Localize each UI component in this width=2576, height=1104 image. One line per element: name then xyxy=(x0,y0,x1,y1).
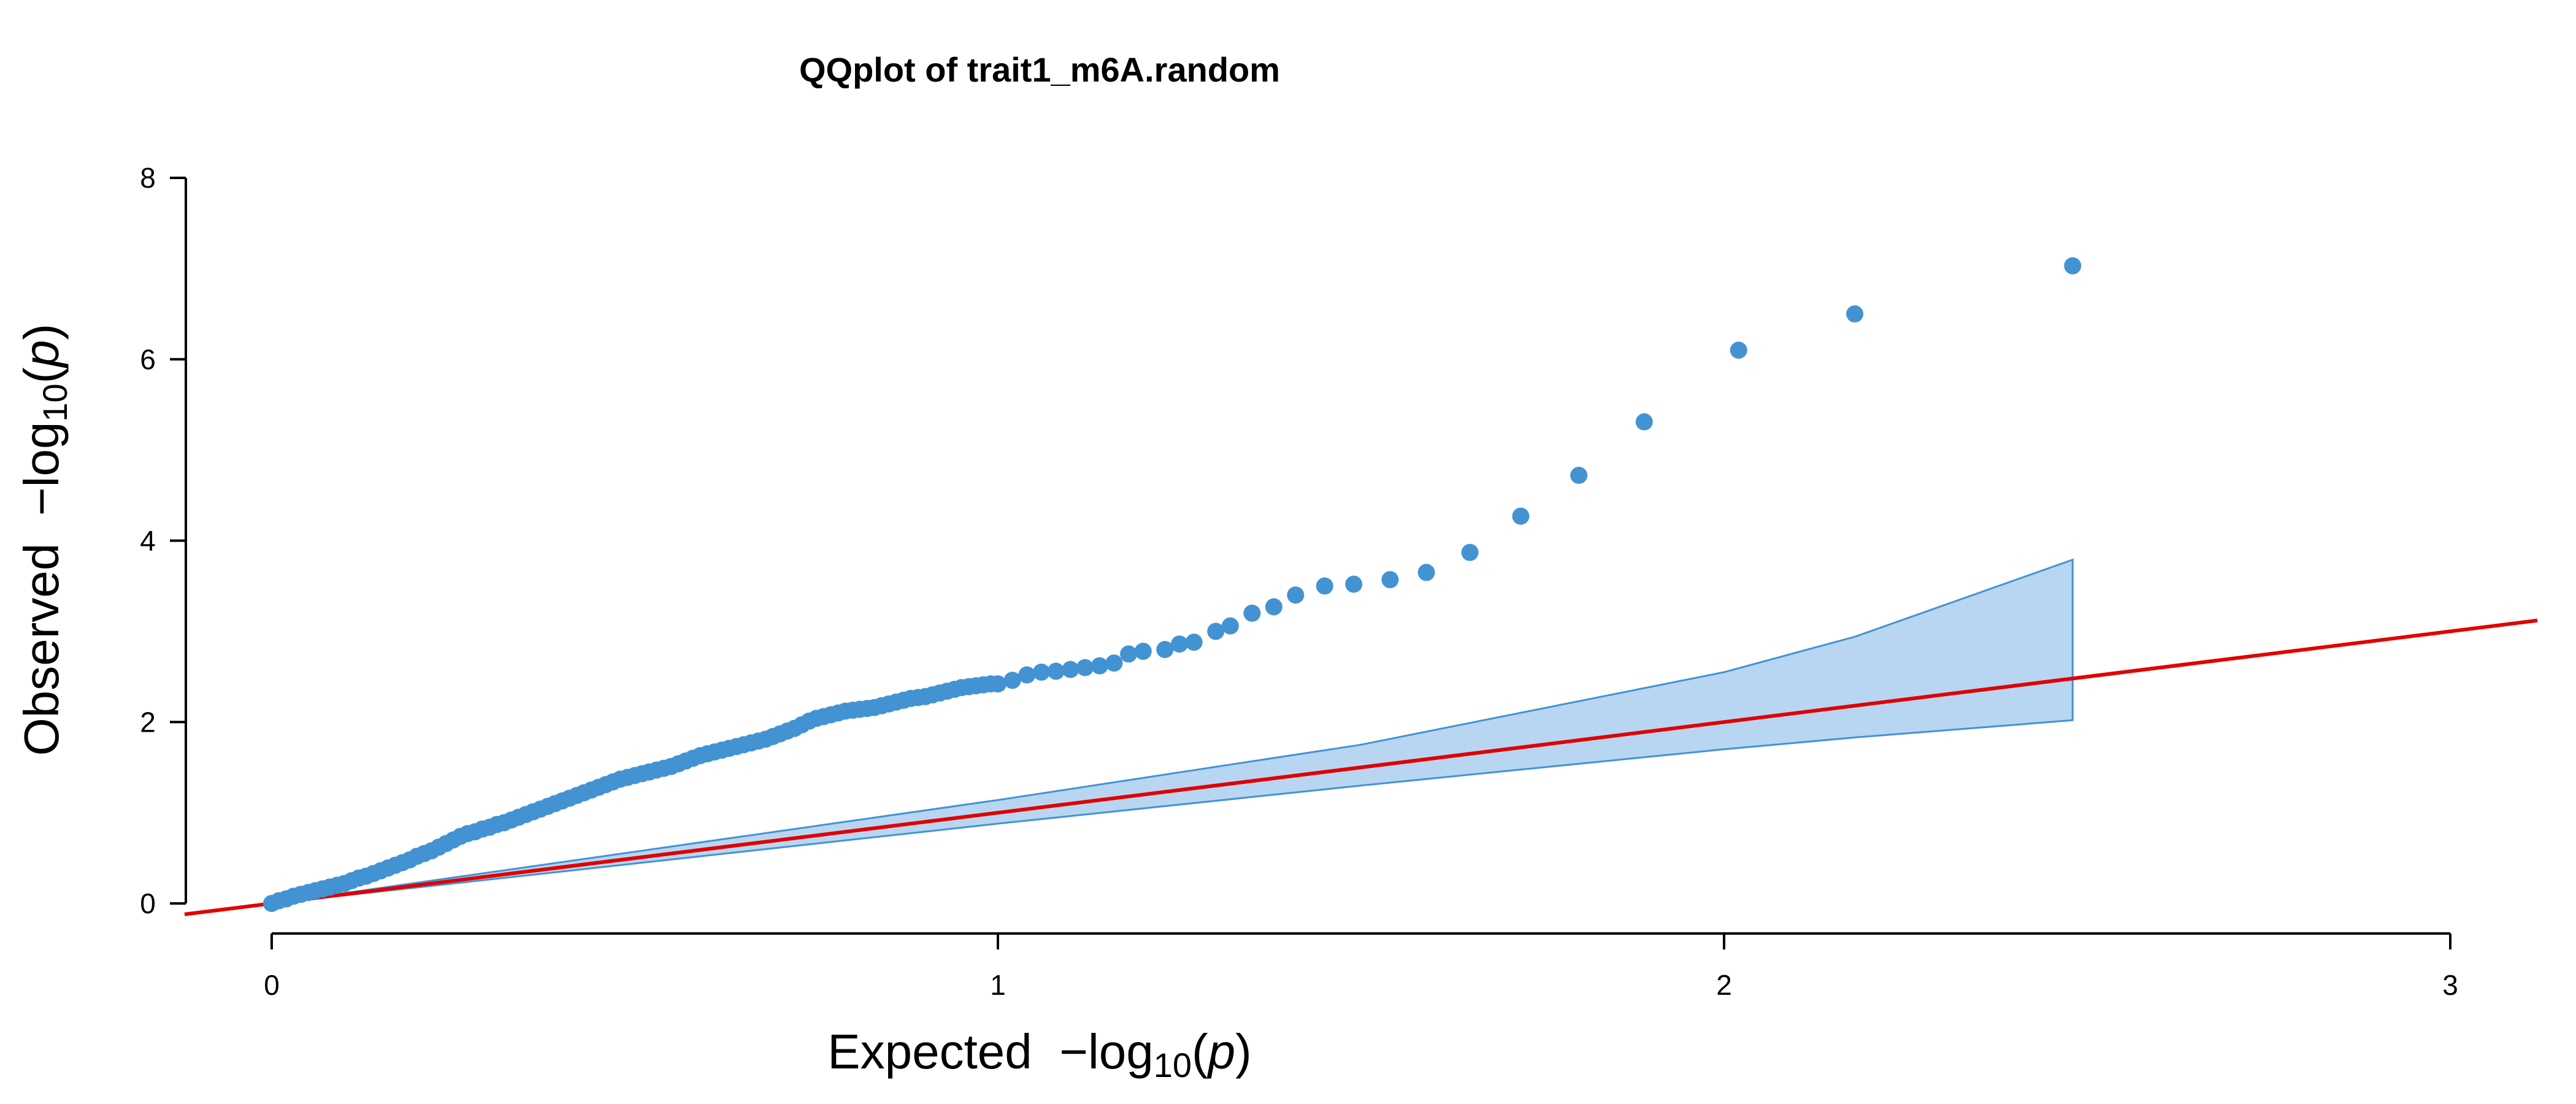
data-point xyxy=(989,675,1006,693)
data-point xyxy=(1171,635,1188,653)
data-point xyxy=(1047,662,1065,680)
y-axis-title-open-paren: ( xyxy=(14,367,69,383)
data-point xyxy=(1003,672,1021,689)
data-point xyxy=(1091,657,1108,675)
x-tick-label: 2 xyxy=(1716,969,1732,1001)
y-tick-label: 2 xyxy=(140,706,156,738)
data-point xyxy=(1417,564,1435,581)
x-tick-label: 3 xyxy=(2442,969,2458,1001)
x-axis-title-close-paren: ) xyxy=(1235,1024,1252,1079)
data-point xyxy=(1076,659,1094,677)
y-tick-label: 4 xyxy=(140,525,156,557)
data-point xyxy=(1156,641,1174,658)
x-axis-title: Expected −log10(p) xyxy=(827,1024,1252,1084)
confidence-band-layer xyxy=(271,558,2074,905)
data-point xyxy=(1221,617,1239,635)
x-axis-title-open-paren: ( xyxy=(1192,1024,1208,1079)
x-tick-label: 1 xyxy=(990,969,1006,1001)
data-points-layer xyxy=(263,257,2082,912)
x-axis-title-subscript: 10 xyxy=(1154,1046,1192,1084)
data-point xyxy=(1018,666,1036,684)
chart-title: QQplot of trait1_m6A.random xyxy=(799,50,1280,89)
y-tick-label: 0 xyxy=(140,887,156,919)
data-point xyxy=(1185,634,1203,651)
data-point xyxy=(1265,598,1282,616)
x-tick-label: 0 xyxy=(264,969,280,1001)
data-point xyxy=(1134,642,1152,660)
data-point xyxy=(1316,577,1333,595)
y-axis-title-close-paren: ) xyxy=(14,324,69,340)
y-axis-title-subscript: 10 xyxy=(36,383,74,421)
data-point xyxy=(1635,413,1653,431)
data-point xyxy=(1287,586,1305,604)
data-point xyxy=(1461,543,1479,561)
x-axis-title-variable: p xyxy=(1207,1024,1236,1079)
x-axis-ticks: 0 1 2 3 xyxy=(264,933,2458,1001)
data-point xyxy=(1730,342,1747,359)
y-tick-label: 8 xyxy=(140,162,156,194)
data-point xyxy=(1243,604,1261,622)
data-point xyxy=(1512,507,1530,525)
data-point xyxy=(1570,467,1588,484)
y-axis-title: Observed −log10(p) xyxy=(14,324,74,756)
reference-line-layer xyxy=(184,618,2538,916)
data-point xyxy=(2064,257,2082,275)
data-point xyxy=(1207,623,1225,640)
data-point xyxy=(1846,305,1864,323)
data-point xyxy=(1120,645,1138,663)
data-point xyxy=(1062,661,1079,678)
confidence-band xyxy=(271,558,2074,905)
y-tick-label: 6 xyxy=(140,343,156,375)
reference-line xyxy=(184,618,2538,916)
data-point xyxy=(1345,575,1363,593)
y-axis-ticks: 0 2 4 6 8 xyxy=(140,162,186,919)
y-axis-title-variable: p xyxy=(14,340,69,369)
data-point xyxy=(1033,663,1050,681)
y-axis-title-prefix: Observed −log xyxy=(14,422,69,756)
x-axis-title-prefix: Expected −log xyxy=(827,1024,1153,1079)
data-point xyxy=(1381,571,1399,589)
data-point xyxy=(1105,654,1123,672)
